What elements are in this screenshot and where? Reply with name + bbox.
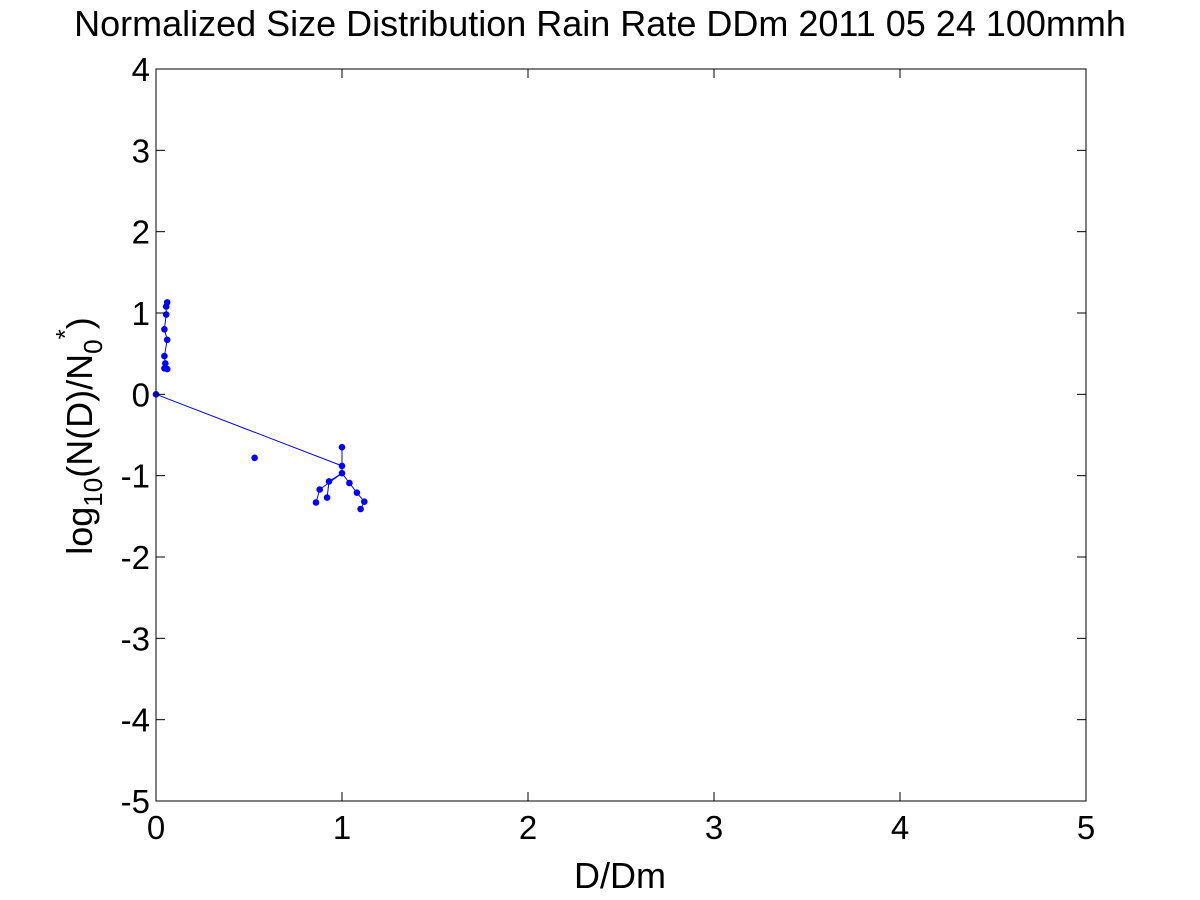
- data-point: [162, 360, 169, 367]
- y-tick-label: -2: [121, 539, 150, 576]
- y-axis-label-middle: (N(D)/N: [59, 354, 100, 478]
- data-point: [338, 443, 346, 451]
- data-point: [163, 365, 171, 373]
- y-axis-label-suffix: ): [59, 317, 100, 329]
- y-tick-label: 2: [132, 214, 150, 251]
- data-point: [161, 326, 168, 333]
- data-point: [346, 479, 353, 487]
- y-axis-label: log10(N(D)/N0*): [50, 317, 108, 555]
- x-tick-label: 0: [147, 809, 165, 846]
- data-point: [338, 469, 346, 477]
- data-point: [312, 499, 320, 506]
- data-point: [161, 352, 168, 360]
- series-line: [155, 393, 343, 467]
- x-tick-label: 4: [891, 809, 909, 846]
- y-tick-label: -5: [121, 783, 150, 820]
- x-tick-label: 1: [333, 809, 351, 846]
- y-axis-label-superscript: *: [50, 329, 80, 339]
- y-axis-label-prefix: log: [59, 507, 100, 555]
- data-point: [163, 336, 171, 344]
- data-point: [353, 489, 361, 497]
- y-tick-label: 4: [132, 51, 150, 88]
- x-tick-label: 5: [1077, 809, 1095, 846]
- y-tick-label: -1: [121, 458, 150, 495]
- y-tick-label: -4: [121, 702, 150, 739]
- chart-title: Normalized Size Distribution Rain Rate D…: [74, 3, 1126, 44]
- ticks: 0 1 2 3 4 5 4 3 2 1 0 -1 -2 -3 -4 -5: [121, 51, 1096, 846]
- y-tick-label: 3: [132, 132, 150, 169]
- y-axis-label-subscript-1: 10: [78, 478, 108, 507]
- plot-area: [152, 299, 368, 513]
- data-point: [162, 311, 170, 318]
- y-tick-label: 1: [132, 295, 150, 332]
- data-point: [316, 486, 324, 493]
- axes-box: [155, 68, 1087, 802]
- data-point: [162, 303, 170, 310]
- data-point: [338, 462, 346, 470]
- y-tick-label: -3: [121, 620, 150, 657]
- x-tick-label: 3: [705, 809, 723, 846]
- data-point: [323, 494, 331, 501]
- y-axis-label-subscript-2: 0: [78, 339, 108, 353]
- data-point: [357, 505, 364, 513]
- data-point: [361, 498, 368, 506]
- data-point: [325, 478, 333, 485]
- data-point: [251, 454, 258, 462]
- y-tick-label: 0: [132, 376, 150, 413]
- x-axis-label: D/Dm: [574, 855, 666, 896]
- x-tick-label: 2: [519, 809, 537, 846]
